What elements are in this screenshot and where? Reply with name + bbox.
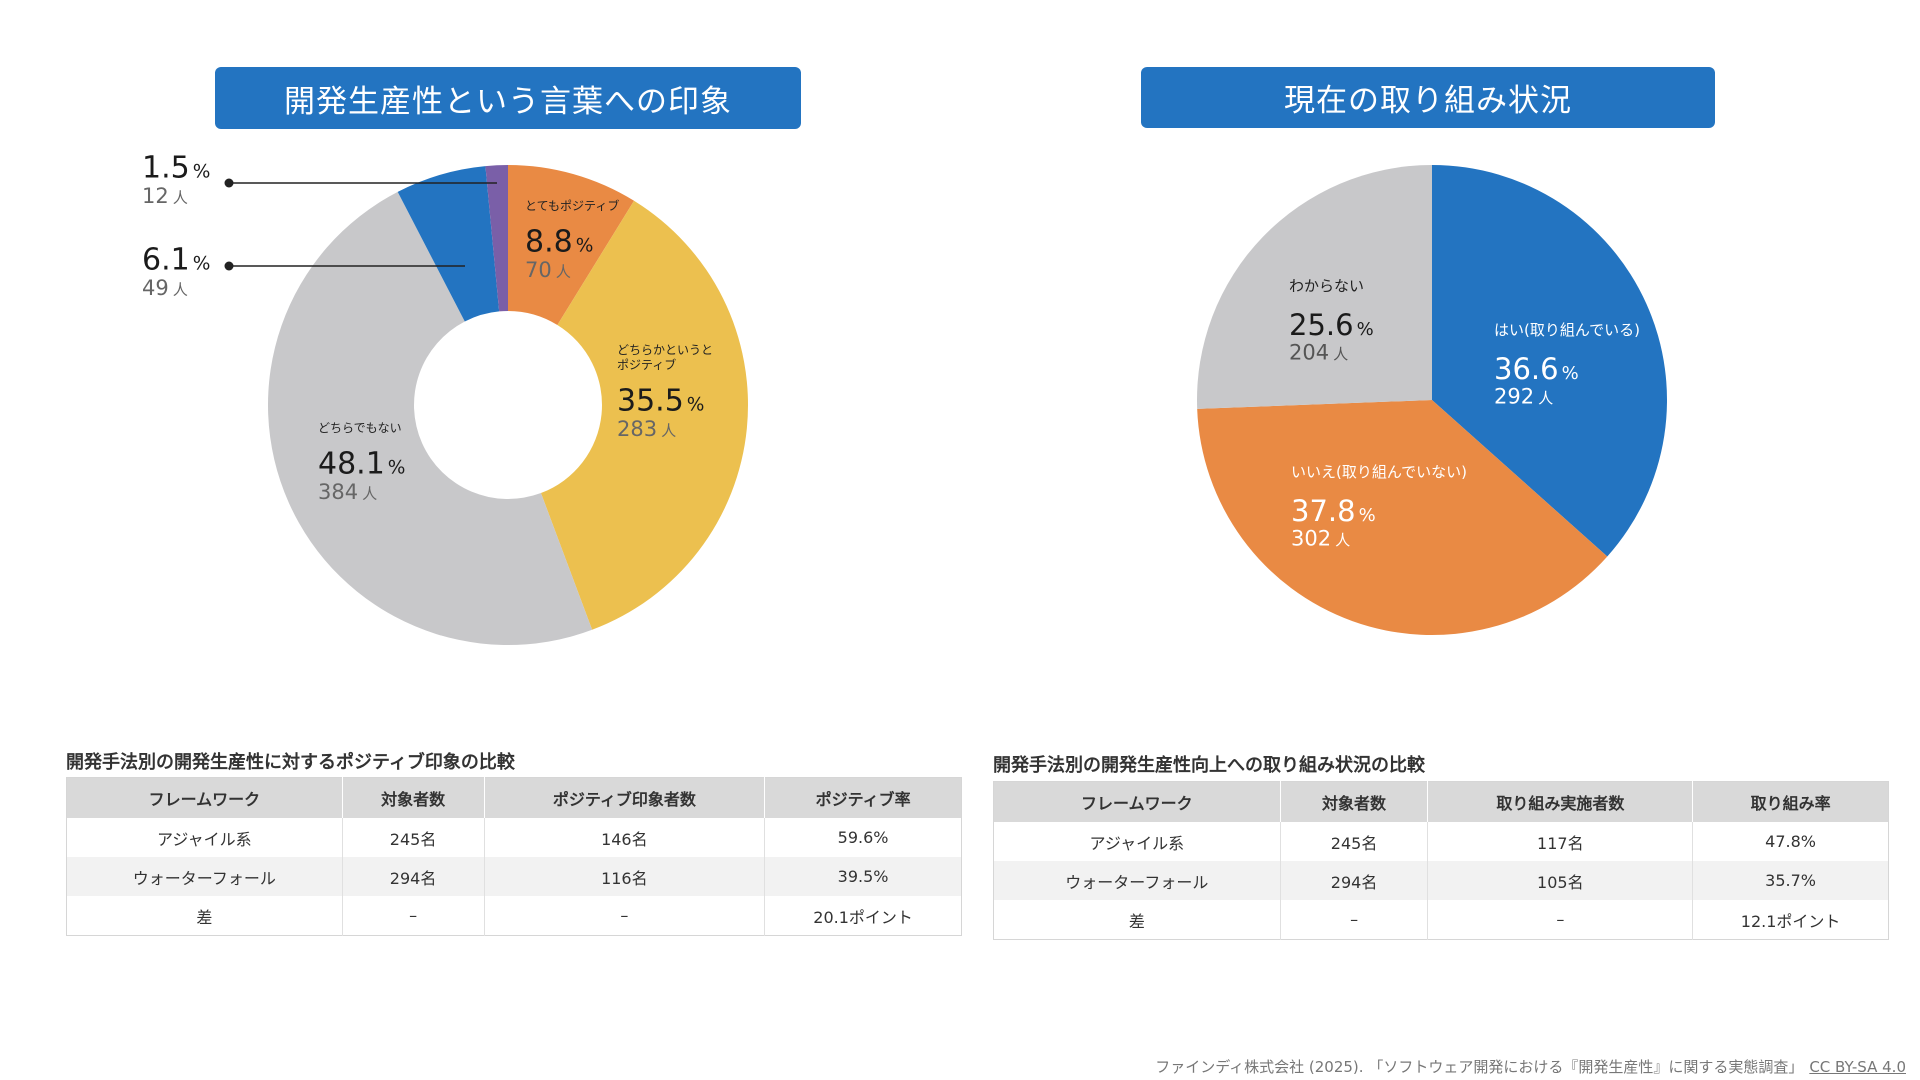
- table2-header: フレームワーク: [993, 781, 1281, 822]
- table-cell: 245名: [1280, 822, 1429, 861]
- table1-header: フレームワーク: [66, 777, 343, 818]
- table1-header: 対象者数: [342, 777, 485, 818]
- table2-header: 取り組み率: [1692, 781, 1889, 822]
- slice-count-label: 283 人: [617, 417, 676, 441]
- source-citation: ファインディ株式会社 (2025). 「ソフトウェア開発における『開発生産性』に…: [1155, 1056, 1906, 1077]
- slice-count-label: 204 人: [1289, 340, 1348, 364]
- slice-category-label: どちらでもない: [318, 421, 402, 435]
- table2-title: 開発手法別の開発生産性向上への取り組み状況の比較: [993, 755, 1425, 776]
- slice-count-label: 292 人: [1494, 384, 1553, 408]
- license-link[interactable]: CC BY-SA 4.0: [1809, 1058, 1906, 1076]
- table-cell: 116名: [484, 857, 766, 896]
- impression-donut-chart: [267, 165, 749, 646]
- status-slice-2: [1197, 164, 1432, 409]
- slice-category-label: わからない: [1289, 277, 1364, 295]
- leader-dot: [224, 261, 234, 271]
- table-cell: 294名: [1280, 861, 1429, 900]
- table-cell: 差: [993, 900, 1281, 940]
- table-cell: 39.5%: [764, 857, 962, 896]
- slice-percent-label: 35.5%: [617, 384, 704, 419]
- slice-category-label: ポジティブ: [617, 357, 676, 372]
- table1-header: ポジティブ印象者数: [484, 777, 766, 818]
- label-neutral: どちらでもない 48.1 %384 人: [318, 421, 405, 504]
- label-very-positive: とてもポジティブ 8.8 %70 人: [525, 198, 619, 282]
- table-cell: 146名: [484, 818, 766, 857]
- impression-slice-1: [540, 200, 749, 630]
- label-no: いいえ(取り組んでいない) 37.8 %302 人: [1291, 463, 1467, 550]
- slice-count-label: 49 人: [142, 276, 188, 300]
- impression-slice-4: [485, 165, 508, 312]
- table-cell: 245名: [342, 818, 485, 857]
- label-unknown: わからない 25.6 %204 人: [1289, 277, 1374, 364]
- chart-title-impression: 開発生産性という言葉への印象: [215, 67, 801, 129]
- table-row: アジャイル系 245名 117名 47.8%: [993, 822, 1889, 861]
- table-row: ウォーターフォール 294名 105名 35.7%: [993, 861, 1889, 900]
- table-cell: –: [1427, 900, 1694, 940]
- table-cell: アジャイル系: [993, 822, 1281, 861]
- slice-count-label: 384 人: [318, 480, 377, 504]
- slice-count-label: 12 人: [142, 184, 188, 208]
- status-pie-chart: [1197, 164, 1667, 635]
- table-cell: 59.6%: [837, 828, 889, 847]
- table1-title: 開発手法別の開発生産性に対するポジティブ印象の比較: [66, 752, 515, 773]
- slice-category-label: とてもポジティブ: [525, 198, 619, 213]
- label-yes: はい(取り組んでいる) 36.6 %292 人: [1494, 321, 1640, 408]
- label-slice-6-1: 6.1 %49 人: [142, 243, 210, 301]
- slice-category-label: いいえ(取り組んでいない): [1291, 463, 1467, 481]
- slice-count-label: 70 人: [525, 258, 571, 282]
- table-cell: 117名: [1427, 822, 1694, 861]
- slice-percent-label: 36.6%: [1494, 352, 1579, 386]
- table-row: ウォーターフォール 294名 116名 39.5%: [66, 857, 962, 896]
- label-slice-1-5: 1.5 %12 人: [142, 151, 210, 209]
- table-cell: 47.8%: [1765, 832, 1816, 851]
- slice-percent-label: 48.1%: [318, 447, 405, 482]
- slice-count-label: 302 人: [1291, 526, 1350, 550]
- leader-dot: [224, 178, 234, 188]
- table-cell: 105名: [1427, 861, 1694, 900]
- slice-percent-label: 37.8%: [1291, 494, 1376, 528]
- table2-header: 対象者数: [1280, 781, 1429, 822]
- status-slice-0: [1432, 165, 1667, 557]
- table-cell: 20.1ポイント: [813, 907, 913, 927]
- table2-header: 取り組み実施者数: [1427, 781, 1694, 822]
- status-slice-1: [1197, 400, 1608, 635]
- impression-slice-3: [397, 166, 500, 322]
- table-cell: 差: [66, 896, 343, 936]
- table-cell: 35.7%: [1692, 861, 1889, 900]
- table-cell: 12.1ポイント: [1740, 911, 1841, 931]
- table2-initiative-status: フレームワーク 対象者数 取り組み実施者数 取り組み率 アジャイル系 245名 …: [993, 781, 1889, 940]
- table-row: 差 – – 12.1ポイント: [993, 900, 1889, 940]
- table-cell: 294名: [342, 857, 485, 896]
- slice-category-label: どちらかというと: [617, 343, 713, 357]
- table-row: アジャイル系 245名 146名 59.6%: [66, 818, 962, 857]
- slice-percent-label: 1.5%: [142, 151, 210, 186]
- slice-percent-label: 8.8%: [525, 225, 593, 260]
- impression-slice-0: [508, 165, 635, 326]
- impression-slice-2: [267, 191, 593, 646]
- table1-positive-impression: フレームワーク 対象者数 ポジティブ印象者数 ポジティブ率 アジャイル系 245…: [66, 777, 962, 936]
- chart-title-status: 現在の取り組み状況: [1141, 67, 1715, 128]
- table-cell: –: [342, 896, 485, 936]
- slice-percent-label: 6.1%: [142, 243, 210, 278]
- citation-text: ファインディ株式会社 (2025). 「ソフトウェア開発における『開発生産性』に…: [1155, 1058, 1804, 1076]
- table1-header: ポジティブ率: [764, 777, 962, 818]
- table-cell: ウォーターフォール: [66, 857, 343, 896]
- slice-percent-label: 25.6%: [1289, 308, 1374, 342]
- table-cell: –: [1280, 900, 1429, 940]
- slice-category-label: はい(取り組んでいる): [1494, 321, 1640, 339]
- table-cell: ウォーターフォール: [993, 861, 1281, 900]
- table-cell: アジャイル系: [66, 818, 343, 857]
- table-cell: –: [484, 896, 766, 936]
- table-row: 差 – – 20.1ポイント: [66, 896, 962, 936]
